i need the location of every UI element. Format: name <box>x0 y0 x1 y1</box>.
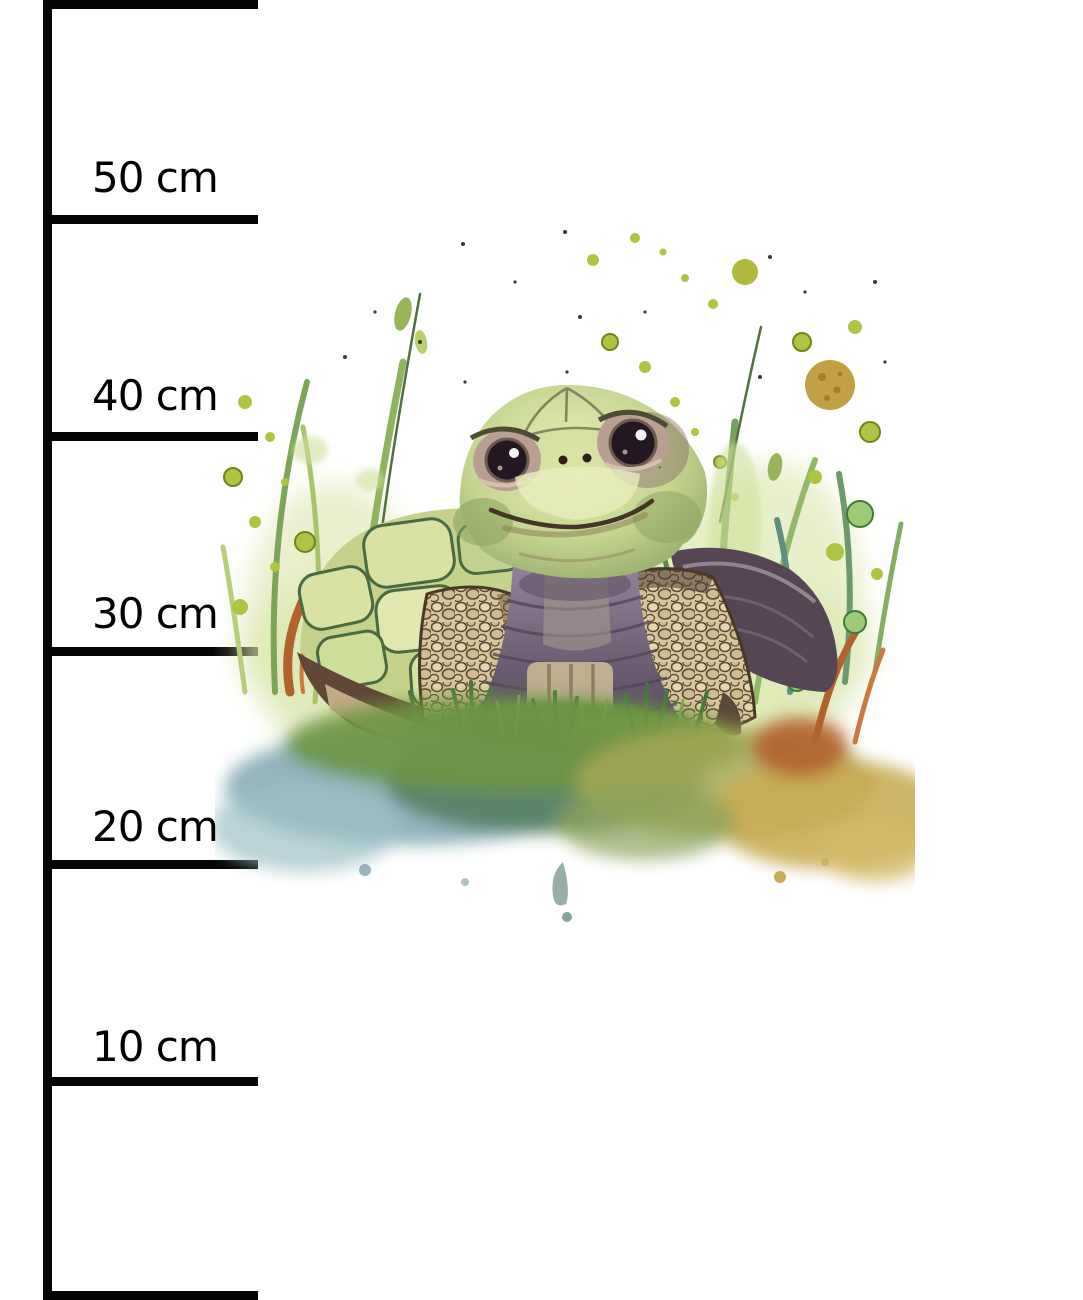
ruler-tick <box>43 0 258 9</box>
mouth <box>488 498 655 563</box>
ruler-tick <box>43 860 258 869</box>
ruler-label-10cm: 10 cm <box>92 1022 219 1071</box>
ruler-tick <box>43 432 258 441</box>
gold-splash-blobs <box>805 360 855 410</box>
head <box>453 385 708 579</box>
ground-wash <box>215 696 915 882</box>
ruler-label-40cm: 40 cm <box>92 371 219 420</box>
ruler-tick <box>43 1291 258 1300</box>
nostril <box>558 455 568 465</box>
muzzle-highlight <box>515 466 640 520</box>
ruler-label-20cm: 20 cm <box>92 802 219 851</box>
wash-drips <box>359 858 829 922</box>
ruler-tick <box>43 1077 258 1086</box>
turtle-watercolor-illustration <box>215 230 915 922</box>
ruler-label-50cm: 50 cm <box>92 153 219 202</box>
nostril <box>582 453 592 463</box>
right-eye <box>597 409 669 477</box>
ruler-tick <box>43 647 258 656</box>
turtle <box>215 385 915 922</box>
ruler-label-30cm: 30 cm <box>92 589 219 638</box>
dark-specks <box>343 230 887 474</box>
ruler-tick <box>43 215 258 224</box>
